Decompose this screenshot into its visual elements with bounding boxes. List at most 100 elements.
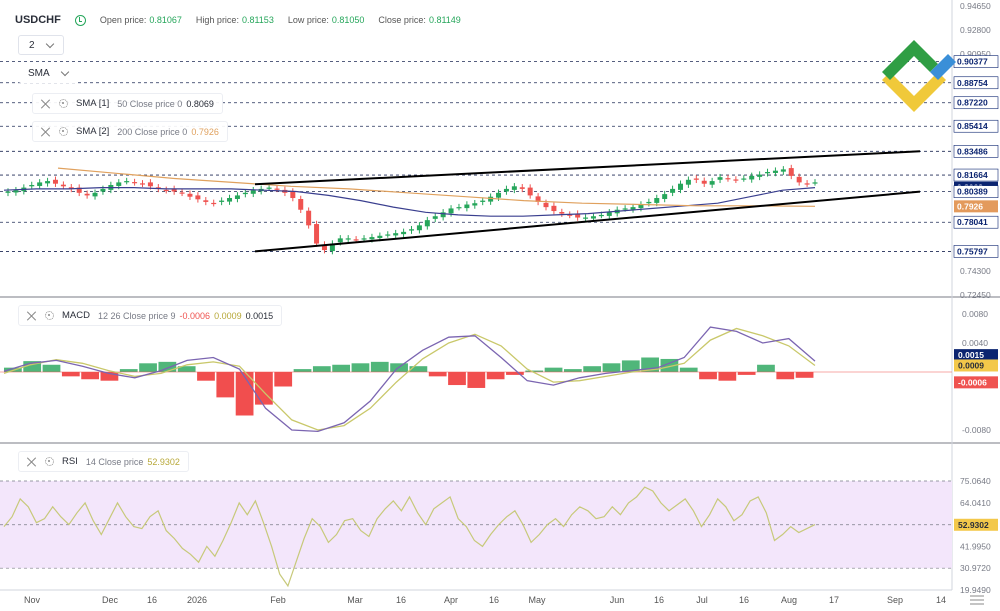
macd-histogram-bar: [563, 369, 582, 372]
candle-body: [187, 193, 193, 197]
candle-body: [432, 216, 438, 219]
candle-body: [5, 191, 11, 193]
candle-body: [590, 216, 596, 219]
candle-body: [733, 179, 739, 181]
time-axis-label: May: [528, 595, 546, 605]
rsi-tick-label: 19.9490: [960, 585, 991, 595]
clock-icon[interactable]: [74, 14, 86, 26]
candle-body: [480, 200, 486, 202]
time-axis-label: Feb: [270, 595, 286, 605]
candle-body: [329, 243, 335, 252]
candle-body: [274, 188, 280, 190]
price-tick-label: 0.94650: [960, 1, 991, 11]
macd-histogram-bar: [795, 372, 814, 378]
macd-tick-label: -0.0080: [962, 425, 991, 435]
macd-value-1: -0.0006: [179, 310, 211, 321]
macd-signal-line: [3, 327, 816, 431]
candle-body: [717, 177, 723, 180]
period-dropdown[interactable]: 2: [18, 35, 64, 55]
rsi-tick-label: 30.9720: [960, 563, 991, 573]
macd-badge-label: -0.0006: [958, 377, 987, 387]
macd-histogram-bar: [544, 367, 563, 372]
close-icon[interactable]: [41, 99, 51, 109]
candle-body: [583, 217, 589, 219]
macd-histogram-bar: [583, 366, 602, 372]
candle-body: [456, 207, 462, 209]
price-badge-label: 0.80389: [957, 187, 988, 197]
candle-body: [472, 203, 478, 206]
candle-body: [211, 202, 217, 205]
candle-body: [195, 195, 201, 200]
candle-body: [725, 178, 731, 180]
candle-body: [132, 182, 138, 184]
candle-body: [203, 200, 209, 202]
candle-body: [321, 244, 327, 251]
rsi-line: [3, 486, 816, 588]
indicator-dropdown[interactable]: SMA: [18, 63, 78, 83]
candle-body: [630, 207, 636, 210]
rsi-name: RSI: [62, 456, 78, 467]
candle-body: [266, 187, 272, 189]
high-value: 0.81153: [241, 15, 274, 25]
candle-body: [622, 208, 628, 210]
candle-body: [638, 204, 644, 209]
sma50-line: [3, 187, 816, 217]
rsi-params: 14 Close price: [85, 456, 144, 467]
close-icon[interactable]: [41, 127, 51, 137]
macd-histogram-bar: [293, 369, 312, 372]
candle-body: [662, 194, 668, 199]
price-tick-label: 0.90950: [960, 49, 991, 59]
candle-body: [448, 208, 454, 214]
macd-histogram-bar: [23, 361, 42, 372]
candle-body: [646, 201, 652, 204]
candle-body: [227, 198, 233, 202]
sma2-params: 200 Close price 0: [117, 126, 188, 137]
candle-body: [353, 239, 359, 241]
macd-histogram-bar: [467, 372, 486, 388]
macd-badge: [954, 349, 998, 362]
time-axis-label: 16: [147, 595, 157, 605]
price-badge-label: 0.75797: [957, 246, 988, 256]
channel-upper-line: [254, 150, 921, 186]
legend-sma2[interactable]: SMA [2] 200 Close price 0 0.7926: [32, 121, 228, 142]
macd-histogram-bar: [486, 372, 505, 380]
legend-sma1[interactable]: SMA [1] 50 Close price 0 0.8069: [32, 93, 223, 114]
candle-body: [147, 182, 153, 187]
candle-body: [60, 184, 66, 187]
gear-icon[interactable]: [45, 457, 54, 466]
candle-body: [298, 198, 304, 210]
legend-macd[interactable]: MACD 12 26 Close price 9 -0.0006 0.0009 …: [18, 305, 283, 326]
candle-body: [124, 181, 130, 183]
candle-body: [100, 188, 106, 192]
candle-body: [765, 171, 771, 174]
price-tick-label: 0.74300: [960, 266, 991, 276]
gear-icon[interactable]: [59, 99, 68, 108]
open-label: Open price:: [99, 15, 147, 25]
close-icon[interactable]: [27, 457, 37, 467]
candle-body: [511, 186, 517, 190]
candle-body: [693, 178, 699, 180]
rsi-tick-label: 75.0640: [960, 476, 991, 486]
gear-icon[interactable]: [59, 127, 68, 136]
price-badge-label: 0.90377: [957, 57, 988, 67]
gear-icon[interactable]: [45, 311, 54, 320]
candle-body: [488, 196, 494, 202]
legend-rsi[interactable]: RSI 14 Close price 52.9302: [18, 451, 189, 472]
rsi-tick-label: 64.0410: [960, 498, 991, 508]
macd-histogram-bar: [621, 360, 640, 372]
price-tick-label: 0.92800: [960, 25, 991, 35]
candle-body: [606, 212, 612, 216]
macd-histogram-bar: [737, 372, 756, 375]
macd-histogram-bar: [370, 361, 389, 372]
candle-body: [163, 189, 169, 192]
candle-body: [685, 179, 691, 185]
macd-histogram-bar: [61, 372, 80, 377]
time-axis-label: 16: [489, 595, 499, 605]
symbol-header: USDCHF Open price: 0.81067 High price: 0.8…: [15, 14, 461, 26]
macd-histogram-bar: [158, 361, 177, 372]
candle-body: [598, 214, 604, 217]
macd-params: 12 26 Close price 9: [97, 310, 176, 321]
candle-body: [345, 238, 351, 240]
close-icon[interactable]: [27, 311, 37, 321]
